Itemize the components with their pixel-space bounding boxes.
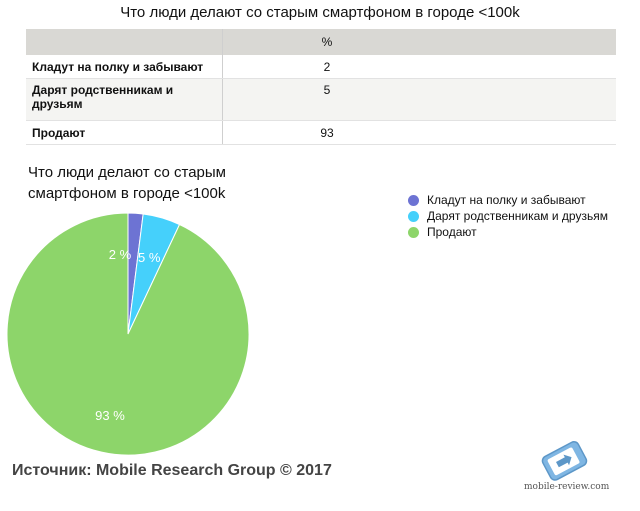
legend-item: Дарят родственникам и друзьям: [408, 208, 608, 224]
row-label: Продают: [26, 120, 223, 145]
table-row: Продают 93: [26, 120, 616, 145]
legend-swatch: [408, 210, 419, 222]
pie-data-label: 2 %: [109, 247, 132, 262]
mobile-review-logo: mobile-review.com: [520, 440, 610, 500]
legend-item: Продают: [408, 224, 608, 240]
header-cell-percent: %: [222, 29, 431, 55]
pie-data-label: 5 %: [138, 250, 161, 265]
row-filler: [431, 120, 616, 145]
row-filler: [431, 55, 616, 79]
table-header-row: %: [26, 29, 616, 55]
legend-swatch: [408, 194, 419, 206]
legend-item: Кладут на полку и забывают: [408, 192, 608, 208]
row-value: 93: [222, 120, 431, 145]
pie-slice: [6, 212, 250, 456]
logo-text: mobile-review.com: [524, 482, 610, 492]
legend-label: Продают: [427, 225, 477, 239]
data-table: % Кладут на полку и забывают 2 Дарят род…: [26, 29, 616, 145]
header-cell-label: [26, 29, 223, 55]
chart-legend: Кладут на полку и забывают Дарят родствен…: [408, 192, 608, 240]
chart-title-text: Что люди делают со старым смартфоном в г…: [28, 164, 226, 202]
legend-swatch: [408, 226, 419, 238]
pie-data-label: 93 %: [95, 408, 125, 423]
row-value: 2: [222, 55, 431, 79]
row-filler: [431, 78, 616, 121]
row-value: 5: [222, 78, 431, 121]
table-row: Кладут на полку и забывают 2: [26, 55, 616, 79]
row-label: Дарят родственникам и друзьям: [26, 78, 223, 121]
table-row: Дарят родственникам и друзьям 5: [26, 78, 616, 121]
legend-label: Дарят родственникам и друзьям: [427, 209, 608, 223]
row-label: Кладут на полку и забывают: [26, 55, 223, 79]
table-title: Что люди делают со старым смартфоном в г…: [120, 4, 520, 21]
header-cell-empty: [431, 29, 616, 55]
phone-logo-icon: [541, 441, 588, 481]
chart-title: Что люди делают со старым смартфоном в г…: [28, 162, 258, 204]
source-caption: Источник: Mobile Research Group © 2017: [12, 462, 332, 479]
legend-label: Кладут на полку и забывают: [427, 193, 586, 207]
